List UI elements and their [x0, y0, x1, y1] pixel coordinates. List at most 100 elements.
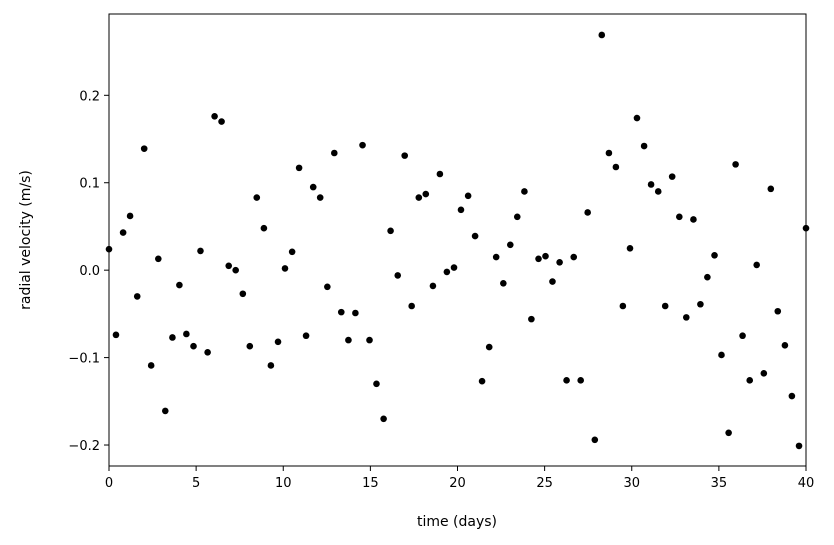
point: [788, 392, 796, 400]
point: [682, 314, 690, 321]
point: [746, 377, 754, 384]
point: [739, 332, 746, 340]
point: [485, 343, 493, 351]
x-tick-label: 35: [711, 476, 728, 491]
point: [767, 185, 775, 193]
point: [690, 216, 697, 223]
point: [239, 290, 247, 298]
point: [584, 209, 591, 216]
point: [324, 283, 331, 291]
point: [647, 181, 655, 188]
point: [415, 194, 423, 201]
point: [598, 31, 606, 39]
point: [605, 149, 613, 157]
point: [387, 227, 394, 235]
point: [471, 232, 479, 240]
point: [337, 308, 345, 316]
point: [760, 370, 768, 377]
point: [718, 351, 725, 359]
point: [457, 206, 465, 214]
point: [711, 251, 718, 259]
point: [535, 255, 542, 263]
x-axis-label: time (days): [417, 514, 497, 530]
x-tick-label: 10: [275, 476, 292, 491]
point: [218, 118, 225, 125]
point: [521, 188, 528, 195]
point: [661, 302, 669, 310]
point: [668, 173, 676, 180]
point: [774, 307, 782, 315]
point: [528, 315, 535, 323]
point: [316, 194, 324, 201]
point: [542, 252, 549, 260]
point: [246, 342, 254, 350]
point: [161, 407, 169, 415]
point: [626, 245, 634, 252]
point: [169, 334, 176, 341]
point: [704, 273, 711, 281]
point: [281, 265, 289, 272]
point: [436, 170, 444, 178]
point: [373, 380, 380, 388]
point: [450, 264, 458, 271]
y-tick-label: 0.1: [79, 177, 100, 192]
point: [408, 302, 415, 310]
point: [274, 338, 282, 346]
point: [359, 141, 366, 149]
point: [302, 332, 310, 340]
point: [654, 188, 662, 195]
y-axis-label: radial velocity (m/s): [18, 170, 34, 310]
point: [225, 262, 233, 270]
x-tick-label: 5: [192, 476, 200, 491]
point: [253, 194, 261, 201]
point: [331, 149, 338, 157]
point: [126, 212, 134, 220]
x-tick-label: 25: [536, 476, 553, 491]
point: [492, 253, 500, 261]
point: [211, 112, 218, 120]
point: [183, 330, 190, 338]
point: [401, 152, 409, 159]
point: [288, 248, 296, 256]
point: [753, 261, 760, 269]
point: [267, 362, 275, 369]
point: [570, 253, 578, 261]
plot-frame: [108, 13, 807, 467]
point: [140, 145, 148, 152]
point: [366, 336, 373, 344]
point: [500, 279, 507, 287]
point: [506, 241, 514, 249]
x-tick-label: 15: [362, 476, 379, 491]
point: [443, 268, 451, 276]
y-tick-label: −0.1: [68, 352, 100, 367]
point: [478, 377, 486, 385]
point: [309, 183, 317, 191]
point: [394, 272, 402, 279]
x-tick-label: 0: [105, 476, 113, 491]
point: [380, 415, 387, 423]
point: [232, 266, 239, 274]
point: [556, 258, 563, 266]
point: [591, 436, 599, 444]
point: [147, 362, 155, 369]
point: [781, 342, 789, 349]
point: [676, 213, 683, 221]
point: [422, 190, 430, 198]
point: [577, 377, 584, 384]
point: [563, 377, 570, 384]
point: [260, 224, 268, 232]
point: [190, 342, 197, 350]
x-tick-label: 30: [623, 476, 640, 491]
point: [619, 302, 627, 310]
y-tick-label: 0.2: [79, 89, 100, 104]
point: [352, 309, 359, 317]
point: [612, 163, 620, 171]
point: [429, 282, 437, 290]
x-tick-label: 20: [449, 476, 466, 491]
point: [549, 278, 556, 285]
point: [513, 213, 521, 221]
point: [176, 281, 183, 289]
point: [119, 229, 127, 236]
point: [725, 429, 732, 437]
